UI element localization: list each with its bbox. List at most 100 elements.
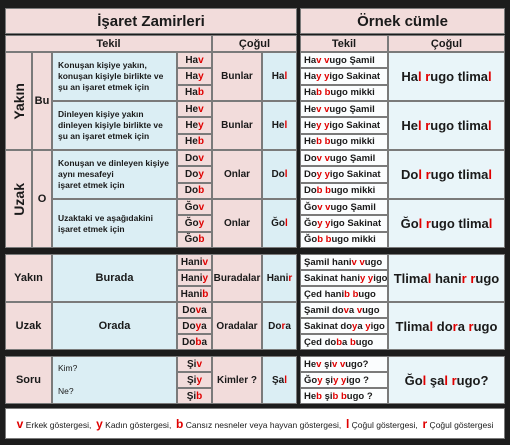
text-piece: Ğo (271, 218, 286, 229)
marker-letter: y (195, 320, 202, 332)
marker-letter: v (324, 103, 330, 115)
marker-letter: v (198, 54, 204, 66)
text-piece: ugo Şamil (329, 103, 375, 115)
marker-letter: l (417, 118, 422, 133)
text-piece: He (304, 358, 317, 370)
marker-letter: v (359, 256, 365, 268)
plural: Onlar (223, 218, 251, 229)
marker-letter: v (196, 358, 202, 370)
marker-letter: v (198, 201, 205, 213)
marker-letter: y (198, 217, 205, 229)
marker-letter: l (444, 372, 448, 388)
description-line: işaret etmek için (58, 223, 125, 234)
text-piece: Ğo (184, 234, 199, 246)
sentence: Hay yigo Sakinat (304, 71, 380, 82)
marker-letter: b (197, 136, 204, 148)
subheader-cell: Tekil (5, 35, 212, 52)
text-piece: Tlima (393, 270, 428, 286)
form: Doya (182, 321, 206, 332)
text-piece: a (201, 320, 207, 332)
marker-letter: v (332, 358, 338, 370)
marker-letter: y (198, 70, 204, 82)
marker-letter: v (351, 256, 357, 268)
text-piece: Çed do (304, 336, 337, 348)
text-piece: Do (185, 168, 199, 180)
plural-sentence-cell: Tlimal hanir rugo (388, 254, 505, 302)
text-piece: Do (182, 320, 196, 332)
marker-letter: b (349, 336, 356, 348)
form: Heb (185, 136, 204, 147)
sentence-cell: Ğob bugo mikki (300, 231, 388, 248)
sentence: Dov vugo Şamil (304, 153, 375, 164)
marker-letter: l (488, 69, 492, 84)
description-line: Dinleyen kişiye yakın (58, 109, 144, 119)
sentence-cell: Heb bugo mikki (300, 133, 388, 150)
legend: v Erkek göstergesi, y Kadın göstergesi, … (17, 417, 494, 431)
pronoun: Bu (34, 95, 50, 107)
marker-letter: y (365, 320, 371, 332)
plural-sentence: Ğol rugo tlimal (401, 216, 493, 231)
text-piece: Do (268, 320, 282, 332)
marker-letter: v (202, 256, 209, 268)
text-piece: He (185, 119, 199, 131)
subheader: Tekil (331, 37, 357, 50)
text-piece: Şi (186, 358, 197, 370)
marker-letter: v (198, 152, 204, 164)
description-line: şu an işaret etmek için (58, 82, 150, 92)
text-piece: He (304, 119, 317, 131)
sentence-cell: Sakinat doya yigo (300, 318, 388, 334)
description-line: işaret etmek için (58, 180, 125, 190)
group-label: Uzak (10, 182, 27, 216)
root-cell: Dora (262, 302, 297, 350)
text-piece: Çoğul göstergesi, (349, 419, 423, 430)
form: Hav (185, 55, 203, 66)
marker-letter: b (197, 87, 204, 99)
text-piece: igo (373, 272, 388, 284)
form: Dova (182, 305, 206, 316)
text-piece: Hani (266, 272, 289, 284)
text-piece: ugo mikki (330, 185, 376, 197)
plural-sentence: Ğol şal rugo? (405, 373, 489, 388)
text-piece: He (185, 103, 199, 115)
form: Şib (187, 391, 203, 402)
sentence-cell: Hay yigo Sakinat (300, 68, 388, 85)
text-piece: ugo Şamil (329, 152, 376, 164)
text-piece: Do (182, 304, 196, 316)
marker-letter: v (195, 304, 202, 316)
sentence-cell: Şamil dova vugo (300, 302, 388, 318)
marker-letter: l (285, 218, 288, 229)
marker-letter: r (288, 272, 293, 284)
header-cell: Örnek cümle (300, 8, 505, 34)
text-piece: Ha (401, 69, 418, 84)
marker-letter: y (367, 272, 374, 284)
marker-letter: y (316, 119, 322, 131)
text-piece: a (201, 336, 207, 348)
text-piece: igo Sakinat (329, 168, 381, 180)
marker-letter: l (345, 416, 350, 431)
sentence: Heb bugo mikki (304, 136, 375, 147)
marker-letter: b (176, 416, 184, 431)
plural-sentence-cell: Ğol rugo tlimal (388, 199, 505, 248)
sentence-cell: Hab bugo mikki (300, 84, 388, 101)
form-cell: Doy (177, 166, 212, 183)
group-label: Soru (15, 374, 42, 386)
sentence: Şamil haniv vugo (304, 257, 382, 268)
marker-letter: l (284, 374, 287, 386)
description-line: konuşan kişiyle birlikte ve (58, 71, 164, 81)
marker-letter: r (425, 216, 431, 231)
plural: Onlar (223, 169, 251, 180)
form: Hev (185, 104, 203, 115)
marker-letter: r (425, 118, 431, 133)
form-cell: Dova (177, 302, 212, 318)
text-piece: Ha (304, 87, 317, 99)
text-piece: Şi (186, 374, 197, 386)
text-piece: şi (321, 358, 333, 370)
group-label-cell: Uzak (5, 302, 52, 350)
sentence-cell: Hav vugo Şamil (300, 52, 388, 69)
plural-cell: Oradalar (212, 302, 262, 350)
description-line: Konuşan kişiye yakın, (58, 60, 147, 70)
group-label-cell: Uzak (5, 150, 32, 248)
text-piece: Şi (186, 390, 197, 402)
plural-sentence: Dol rugo tlimal (401, 167, 492, 182)
